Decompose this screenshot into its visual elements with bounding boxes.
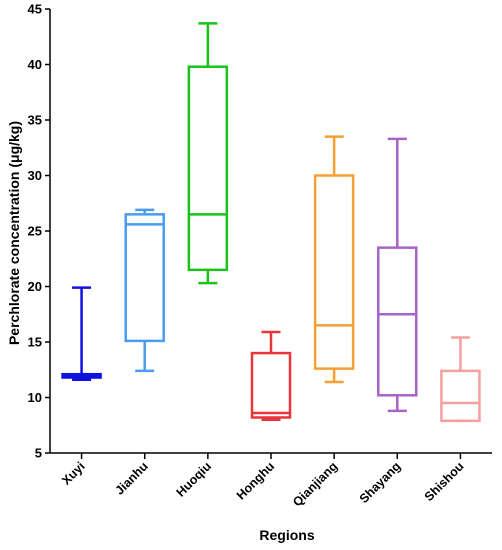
box-qianjiang [313, 135, 355, 384]
y-tick-label: 15 [28, 335, 42, 350]
iqr-box [250, 351, 292, 419]
y-tick-label: 20 [28, 279, 42, 294]
y-tick-label: 5 [35, 446, 42, 461]
box-shishou [440, 336, 481, 423]
x-tick-label: Shayang [357, 459, 404, 506]
box-huoqiu [187, 22, 229, 285]
x-axis-title: Regions [259, 527, 314, 543]
y-tick-label: 10 [28, 390, 42, 405]
y-tick-label: 45 [28, 2, 42, 17]
x-tick-label: Huoqiu [174, 459, 214, 499]
x-tick-label: Shishou [422, 459, 467, 504]
iqr-box [440, 369, 481, 423]
y-axis-title: Perchlorate concentration (μg/kg) [6, 121, 22, 345]
box-xuyi [61, 286, 102, 381]
boxes [61, 22, 481, 423]
iqr-box [187, 65, 229, 272]
x-tick-label: Honghu [234, 459, 277, 502]
y-tick-label: 25 [28, 224, 42, 239]
iqr-box [313, 174, 355, 370]
x-axis: Xuyi Jianhu Huoqiu Honghu Qianjiang Shayang Sh… [50, 452, 492, 509]
y-tick-label: 30 [28, 168, 42, 183]
x-tick-label: Jianhu [112, 459, 150, 497]
iqr-box [124, 213, 165, 343]
x-tick-label: Xuyi [59, 459, 88, 488]
y-tick-label: 40 [28, 57, 42, 72]
iqr-box [377, 246, 418, 397]
y-tick-label: 35 [28, 113, 42, 128]
x-tick-label: Qianjiang [290, 459, 340, 509]
box-shayang [377, 137, 418, 413]
y-axis: 5 10 15 20 25 30 35 40 45 [28, 2, 51, 461]
box-jianhu [124, 208, 165, 373]
box-honghu [250, 330, 292, 421]
